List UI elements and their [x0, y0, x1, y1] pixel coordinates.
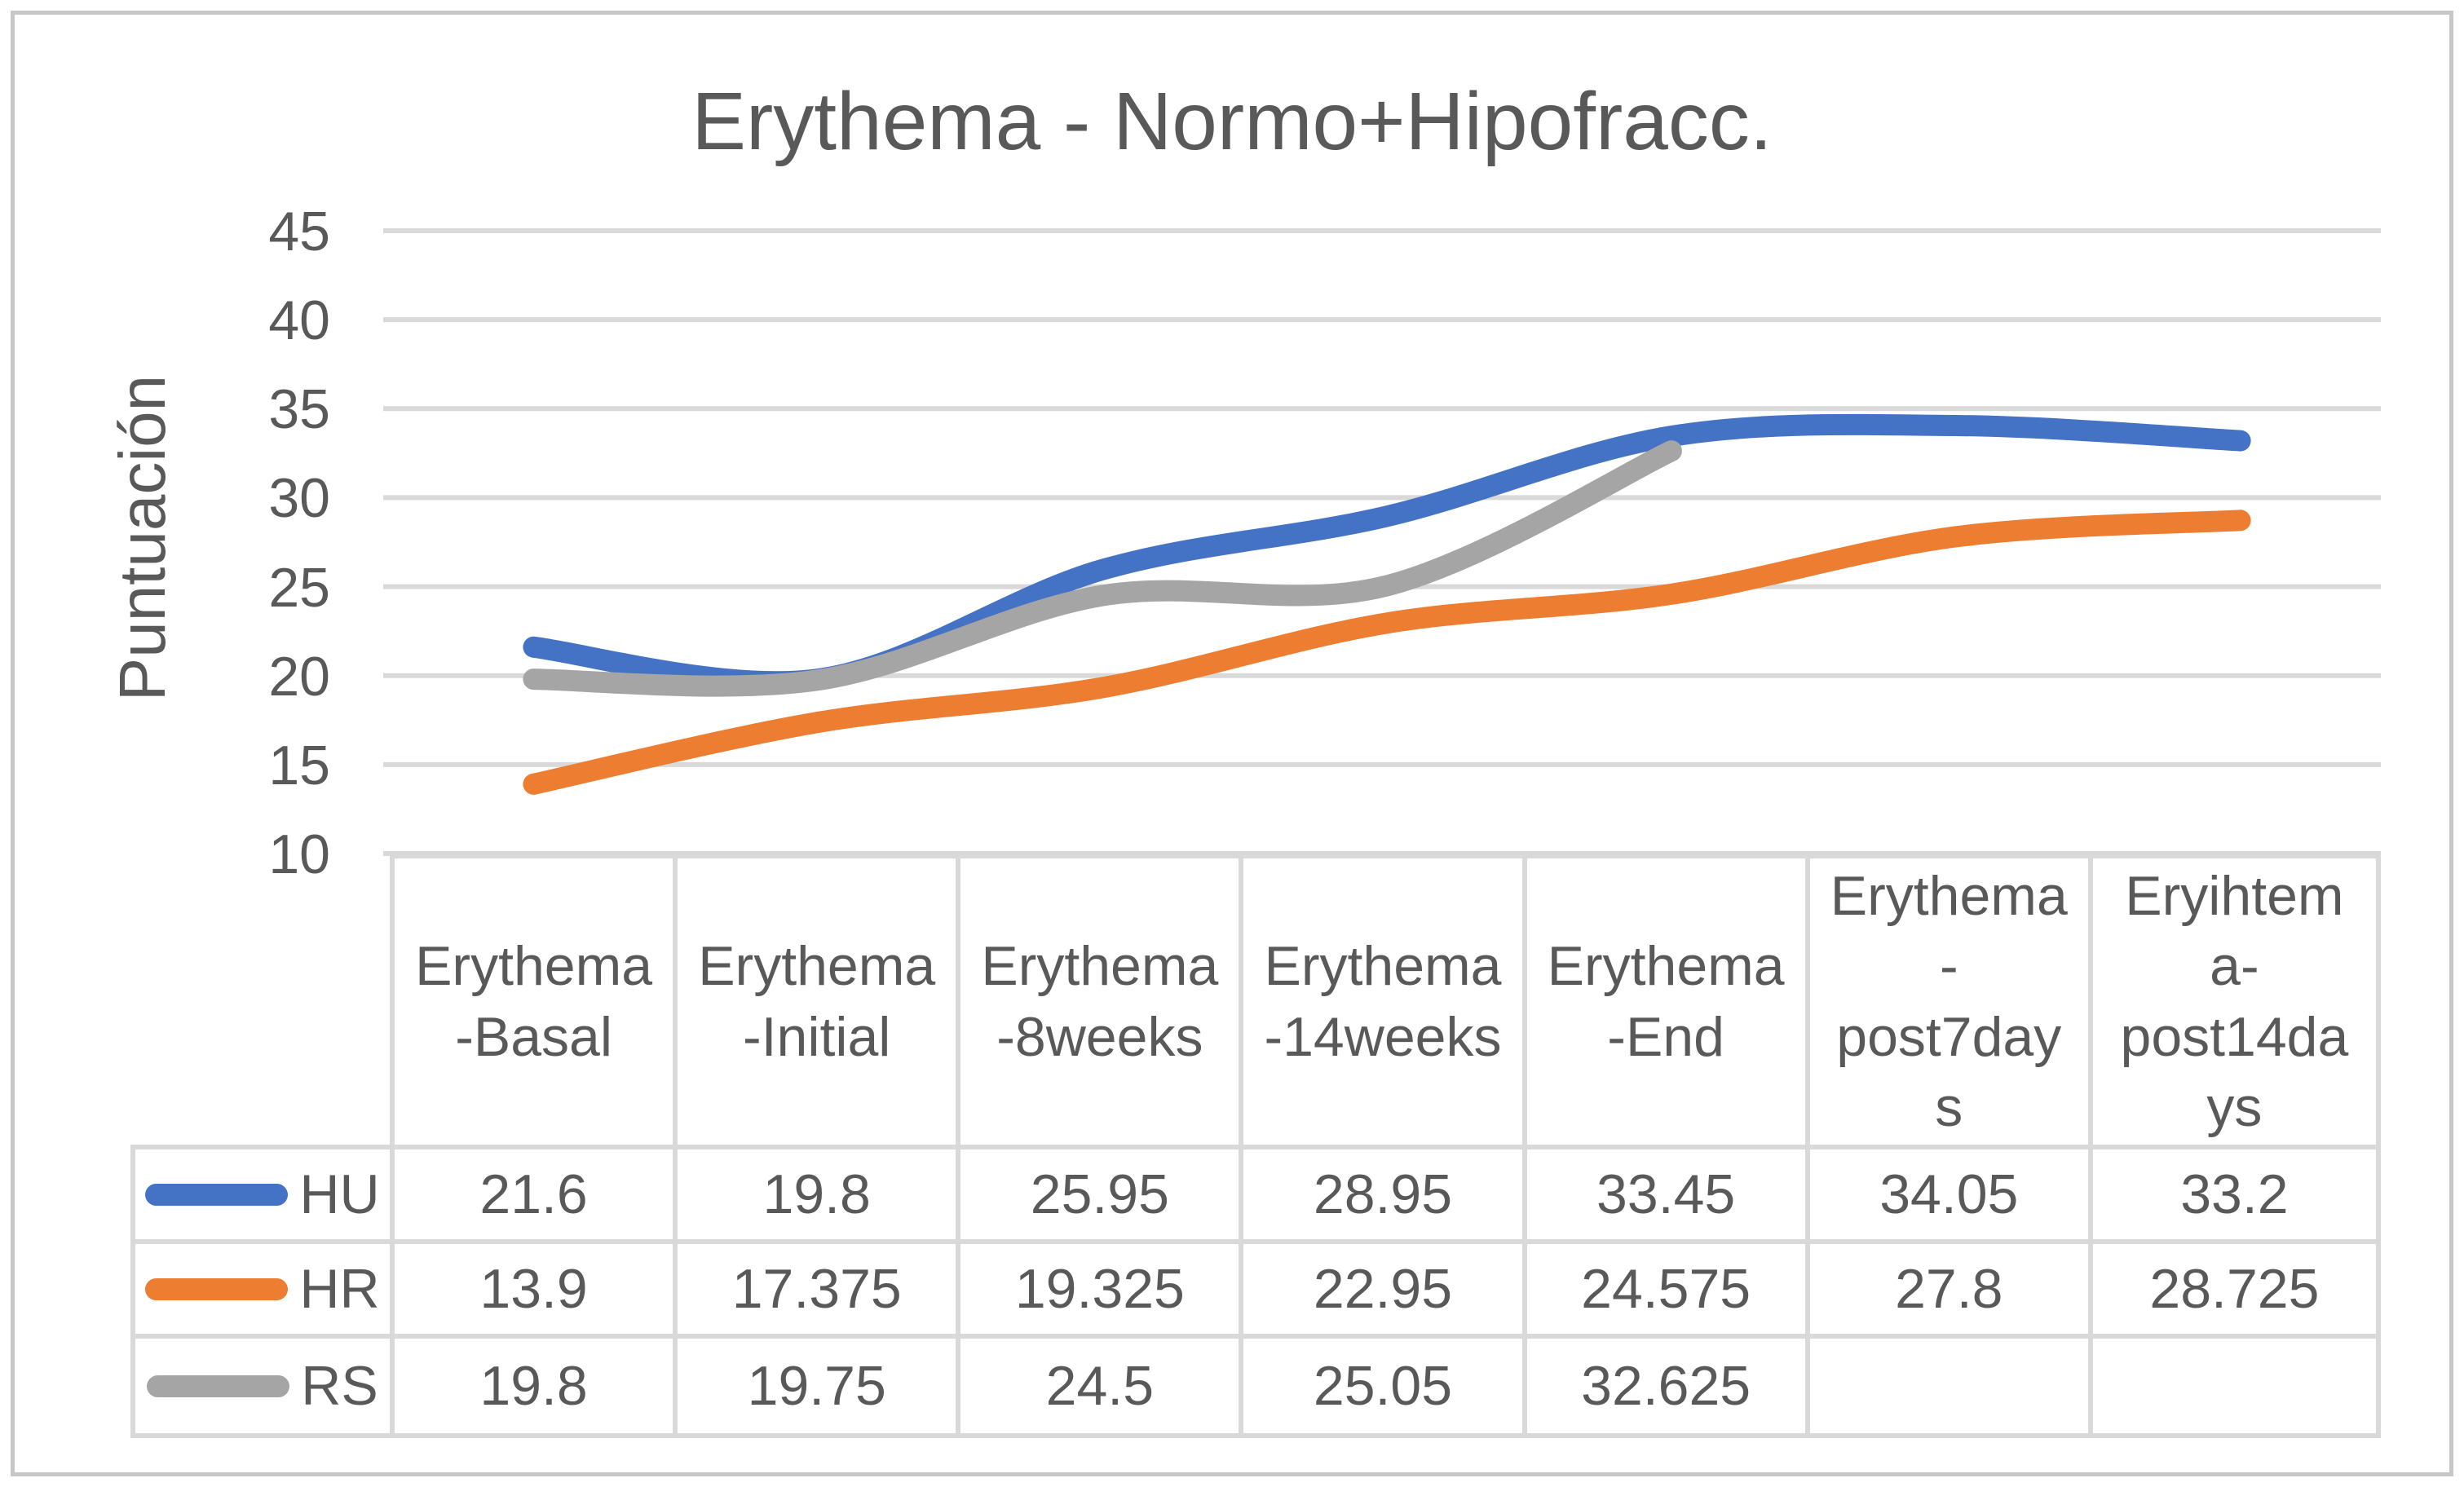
table-value-hr-8weeks: 19.325	[960, 1244, 1244, 1339]
table-value-hr-initial: 17.375	[678, 1244, 961, 1339]
hu-line-key-icon	[145, 1183, 289, 1206]
table-value-rs-post14days	[2093, 1339, 2376, 1433]
header-cell-initial: Erythema -Initial	[678, 858, 961, 1145]
table-value-hu-end: 33.45	[1526, 1149, 1810, 1244]
table-value-hr-14weeks: 22.95	[1243, 1244, 1527, 1339]
table-value-hr-end: 24.575	[1526, 1244, 1810, 1339]
legend-item-rs: RS	[135, 1339, 395, 1433]
header-cell-basal: Erythema -Basal	[395, 858, 678, 1145]
header-cell-post7days: Erythema - post7day s	[1810, 858, 2093, 1145]
table-value-hr-basal: 13.9	[395, 1244, 678, 1339]
legend-item-hr: HR	[135, 1244, 395, 1339]
header-cell-14weeks: Erythema -14weeks	[1243, 858, 1527, 1145]
header-cell-8weeks: Erythema -8weeks	[960, 858, 1244, 1145]
y-tick-label: 30	[268, 467, 330, 529]
series-line-rs	[523, 440, 1682, 697]
table-value-hu-14weeks: 28.95	[1243, 1149, 1527, 1244]
hr-line-key-icon	[145, 1277, 289, 1300]
table-value-rs-14weeks: 25.05	[1243, 1339, 1527, 1433]
y-tick-label: 25	[268, 557, 330, 619]
y-tick-label: 40	[268, 289, 330, 351]
header-cell-end: Erythema -End	[1527, 858, 1810, 1145]
series-line-hr	[523, 510, 2251, 795]
table-value-hu-post14days: 33.2	[2092, 1149, 2376, 1244]
y-tick-label: 45	[268, 201, 330, 263]
table-value-rs-8weeks: 24.5	[960, 1339, 1244, 1433]
legend-label-hu: HU	[299, 1163, 380, 1225]
y-tick-label: 10	[268, 823, 330, 885]
table-value-hu-post7days: 34.05	[1809, 1149, 2093, 1244]
table-value-rs-basal: 19.8	[395, 1339, 678, 1433]
series-line-hu	[523, 413, 2251, 693]
table-value-rs-post7days	[1810, 1339, 2093, 1433]
rs-line-key-icon	[147, 1374, 290, 1397]
table-value-hu-8weeks: 25.95	[960, 1149, 1244, 1244]
legend-label-rs: RS	[301, 1355, 378, 1417]
legend-label-hr: HR	[299, 1258, 380, 1320]
chart-title: Erythema - Normo+Hipofracc.	[691, 76, 1773, 167]
y-tick-label: 20	[268, 646, 330, 708]
table-value-rs-initial: 19.75	[678, 1339, 961, 1433]
y-tick-label: 35	[268, 378, 330, 440]
data-table-header: Erythema -Basal Erythema -Initial Erythe…	[390, 854, 2381, 1145]
table-value-hu-initial: 19.8	[678, 1149, 961, 1244]
table-value-hr-post7days: 27.8	[1809, 1244, 2093, 1339]
data-table-body: HU 21.6 19.8 25.95 28.95 33.45 34.05 33.…	[130, 1145, 2381, 1438]
table-value-rs-end: 32.625	[1527, 1339, 1810, 1433]
legend-item-hu: HU	[135, 1149, 395, 1244]
table-value-hr-post14days: 28.725	[2092, 1244, 2376, 1339]
header-cell-post14days: Eryihtem a- post14da ys	[2120, 864, 2349, 1138]
y-tick-label: 15	[268, 735, 330, 796]
table-value-hu-basal: 21.6	[395, 1149, 678, 1244]
